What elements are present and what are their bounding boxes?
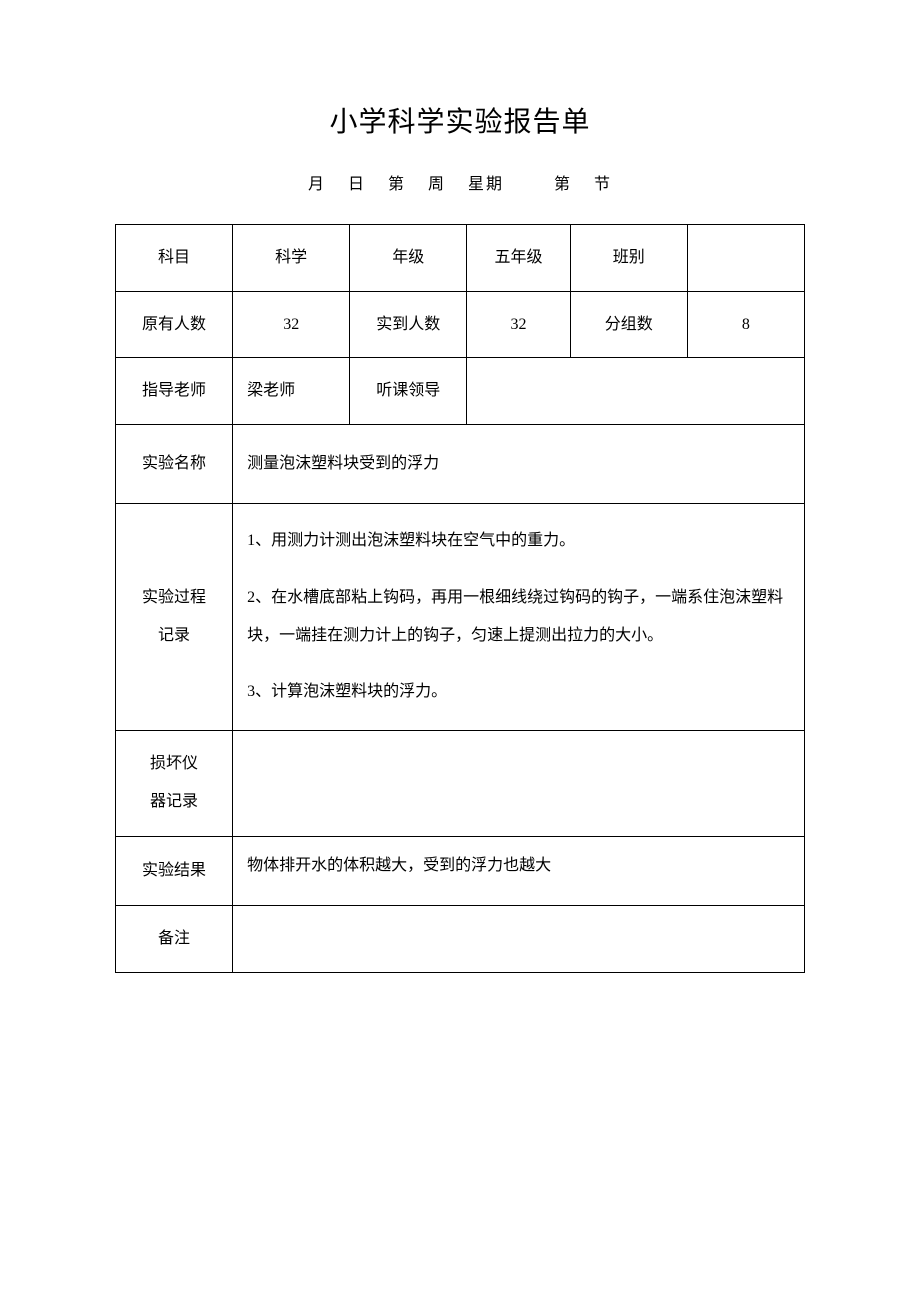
table-row: 实验过程 记录 1、用测力计测出泡沫塑料块在空气中的重力。 2、在水槽底部粘上钩… [116, 504, 805, 731]
original-count-label: 原有人数 [116, 291, 233, 358]
result-label: 实验结果 [116, 836, 233, 905]
process-step-3: 3、计算泡沫塑料块的浮力。 [247, 673, 790, 711]
weekday-label: 星期 [468, 176, 504, 193]
table-row: 实验名称 测量泡沫塑料块受到的浮力 [116, 424, 805, 503]
result-value: 物体排开水的体积越大，受到的浮力也越大 [233, 836, 805, 905]
grade-value: 五年级 [467, 225, 570, 292]
process-step-1: 1、用测力计测出泡沫塑料块在空气中的重力。 [247, 522, 790, 560]
week-num-label: 第 [388, 176, 406, 193]
week-label: 周 [428, 176, 446, 193]
damage-label-line2: 器记录 [126, 783, 222, 821]
teacher-label: 指导老师 [116, 358, 233, 425]
damage-label: 损坏仪 器记录 [116, 730, 233, 836]
actual-count-value: 32 [467, 291, 570, 358]
process-step-2: 2、在水槽底部粘上钩码，再用一根细线绕过钩码的钩子，一端系住泡沫塑料块，一端挂在… [247, 579, 790, 656]
observer-value [467, 358, 805, 425]
class-value [687, 225, 804, 292]
group-count-value: 8 [687, 291, 804, 358]
original-count-value: 32 [233, 291, 350, 358]
process-content: 1、用测力计测出泡沫塑料块在空气中的重力。 2、在水槽底部粘上钩码，再用一根细线… [233, 504, 805, 731]
grade-label: 年级 [350, 225, 467, 292]
remark-label: 备注 [116, 905, 233, 972]
period-label: 节 [594, 176, 612, 193]
damage-value [233, 730, 805, 836]
actual-count-label: 实到人数 [350, 291, 467, 358]
table-row: 科目 科学 年级 五年级 班别 [116, 225, 805, 292]
table-row: 原有人数 32 实到人数 32 分组数 8 [116, 291, 805, 358]
group-count-label: 分组数 [570, 291, 687, 358]
subject-value: 科学 [233, 225, 350, 292]
process-label: 实验过程 记录 [116, 504, 233, 731]
damage-label-line1: 损坏仪 [126, 745, 222, 783]
table-row: 指导老师 梁老师 听课领导 [116, 358, 805, 425]
remark-value [233, 905, 805, 972]
observer-label: 听课领导 [350, 358, 467, 425]
table-row: 实验结果 物体排开水的体积越大，受到的浮力也越大 [116, 836, 805, 905]
period-num-label: 第 [554, 176, 572, 193]
process-label-line1: 实验过程 [126, 579, 222, 617]
month-label: 月 [308, 176, 326, 193]
report-table: 科目 科学 年级 五年级 班别 原有人数 32 实到人数 32 分组数 8 指导… [115, 224, 805, 973]
table-row: 备注 [116, 905, 805, 972]
exp-name-label: 实验名称 [116, 424, 233, 503]
day-label: 日 [348, 176, 366, 193]
class-label: 班别 [570, 225, 687, 292]
subject-label: 科目 [116, 225, 233, 292]
exp-name-value: 测量泡沫塑料块受到的浮力 [233, 424, 805, 503]
page-title: 小学科学实验报告单 [115, 100, 805, 140]
teacher-value: 梁老师 [233, 358, 350, 425]
date-line: 月 日 第 周 星期 第 节 [115, 170, 805, 194]
process-label-line2: 记录 [126, 617, 222, 655]
table-row: 损坏仪 器记录 [116, 730, 805, 836]
